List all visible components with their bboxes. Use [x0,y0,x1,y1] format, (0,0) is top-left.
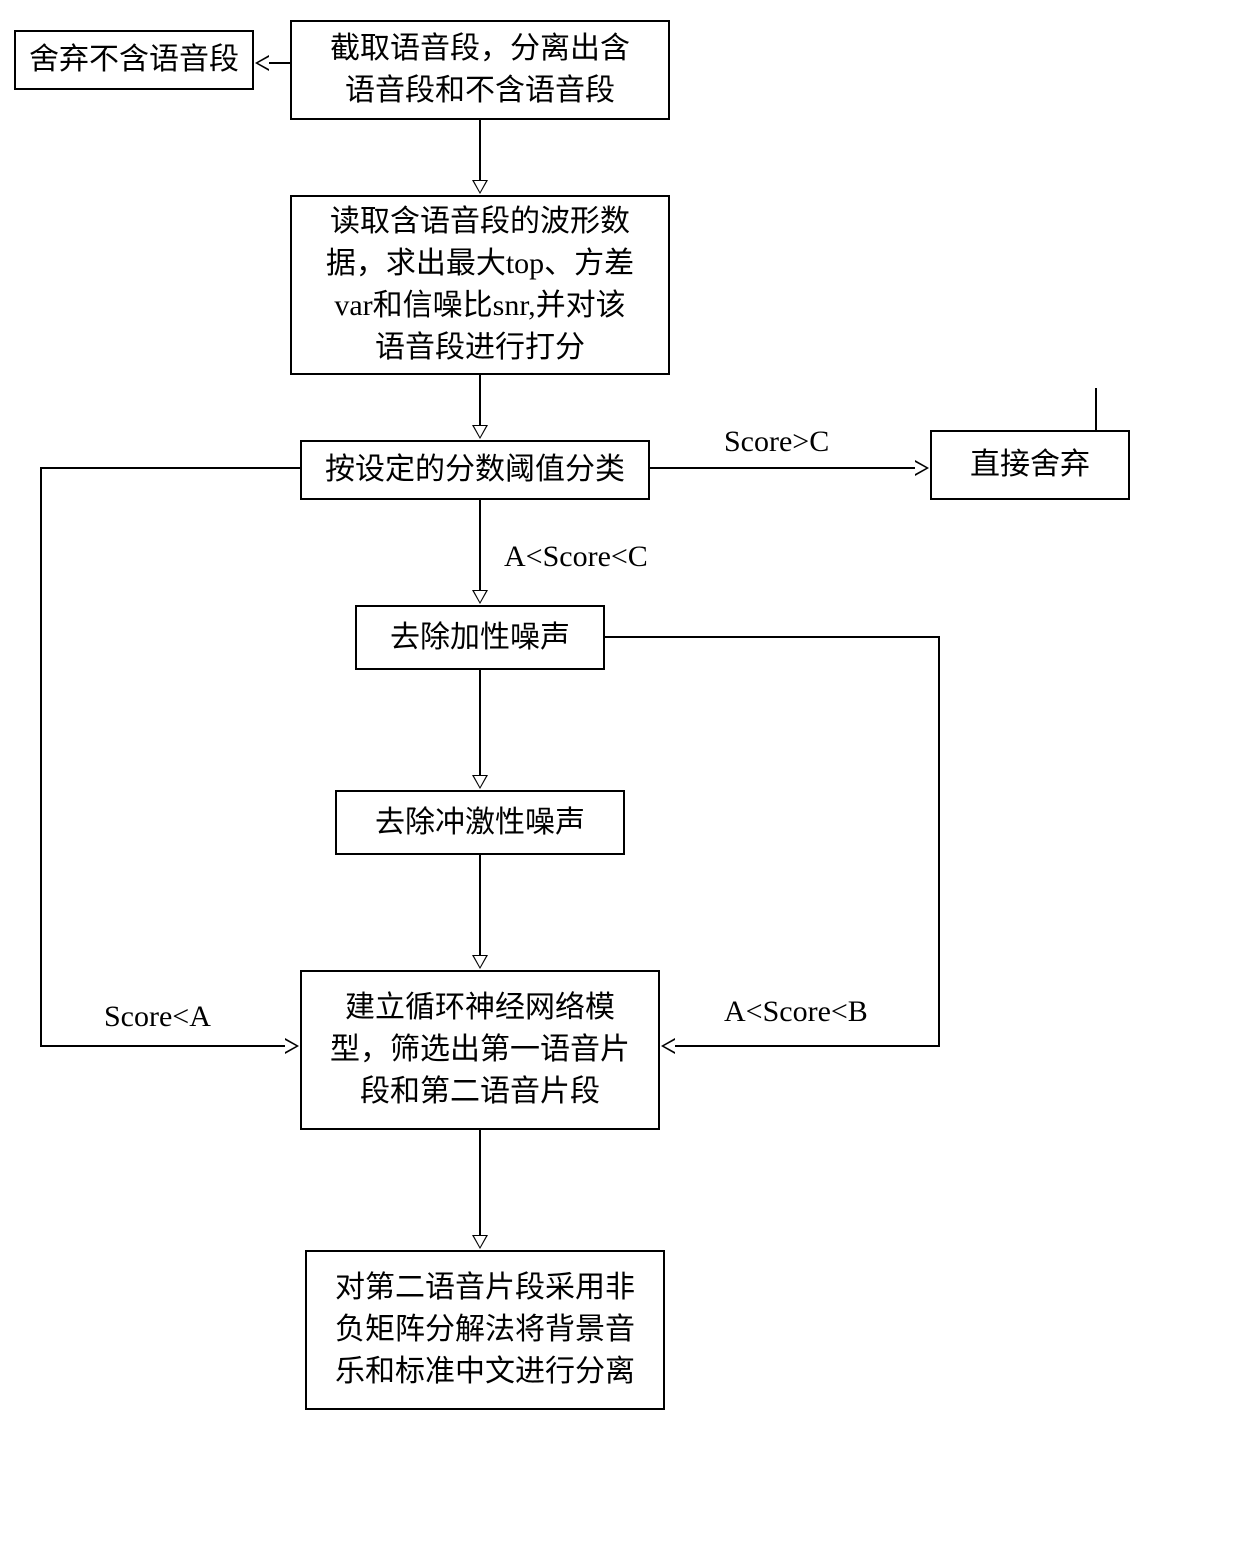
arrow-head-icon [915,460,929,476]
node-label: 截取语音段，分离出含语音段和不含语音段 [330,28,630,112]
node-remove-additive-noise: 去除加性噪声 [355,605,605,670]
edge-label-a-score-c: A<Score<C [500,540,652,574]
node-label: 按设定的分数阈值分类 [325,449,625,491]
node-discard-nonspeech: 舍弃不含语音段 [14,30,254,90]
edge-n1-n2 [268,62,290,64]
arrow-head-icon [255,55,269,71]
edge-label-score-gt-c: Score>C [720,425,833,459]
node-label: 对第二语音片段采用非负矩阵分解法将背景音乐和标准中文进行分离 [335,1267,635,1393]
node-discard-direct: 直接舍弃 [930,430,1130,500]
arrow-head-icon [661,1038,675,1054]
arrow-head-icon [472,180,488,194]
node-remove-impulse-noise: 去除冲激性噪声 [335,790,625,855]
edge-n7-n8 [479,855,481,955]
edge-n6-n8-seg2 [938,636,940,1046]
edge-n6-n8-seg3 [675,1045,940,1047]
edge-n6-n8-seg1 [605,636,940,638]
edge-n4-n5 [650,467,915,469]
node-rnn-model: 建立循环神经网络模型，筛选出第一语音片段和第二语音片段 [300,970,660,1130]
node-label: 建立循环神经网络模型，筛选出第一语音片段和第二语音片段 [330,987,630,1113]
edge-n4-n8-seg1 [40,467,300,469]
edge-n3-n4 [479,375,481,425]
edge-label-score-lt-a: Score<A [100,1000,215,1034]
arrow-head-icon [472,590,488,604]
edge-n4-n8-seg3 [40,1045,285,1047]
edge-label-a-score-b: A<Score<B [720,995,872,1029]
arrow-head-icon [472,425,488,439]
node-label: 读取含语音段的波形数据，求出最大top、方差var和信噪比snr,并对该语音段进… [326,201,634,369]
node-read-waveform: 读取含语音段的波形数据，求出最大top、方差var和信噪比snr,并对该语音段进… [290,195,670,375]
arrow-head-icon [472,1235,488,1249]
edge-n6-n7 [479,670,481,775]
node-intercept-speech: 截取语音段，分离出含语音段和不含语音段 [290,20,670,120]
edge-n4-n8-seg2 [40,467,42,1047]
edge-n4-n6 [479,500,481,590]
arrow-head-icon [285,1038,299,1054]
edge-n1-n3 [479,120,481,180]
node-label: 直接舍弃 [970,444,1090,486]
node-label: 去除加性噪声 [390,617,570,659]
node-nmf-separate: 对第二语音片段采用非负矩阵分解法将背景音乐和标准中文进行分离 [305,1250,665,1410]
arrow-head-icon [472,775,488,789]
node-classify-threshold: 按设定的分数阈值分类 [300,440,650,500]
edge-tick-n5 [1095,388,1097,430]
edge-n8-n9 [479,1130,481,1235]
node-label: 去除冲激性噪声 [375,802,585,844]
node-label: 舍弃不含语音段 [29,39,239,81]
arrow-head-icon [472,955,488,969]
